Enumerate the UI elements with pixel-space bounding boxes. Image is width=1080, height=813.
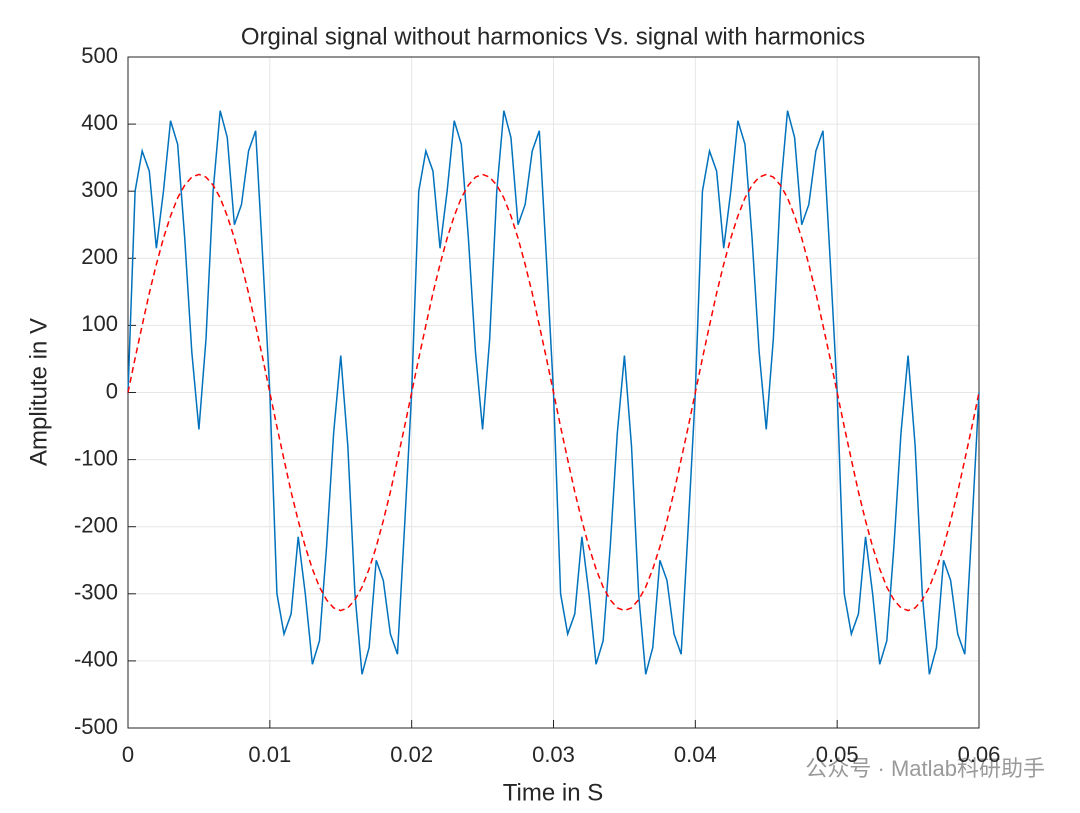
series-line bbox=[127, 173, 980, 612]
y-tick-label: -400 bbox=[74, 647, 118, 672]
y-tick-label: 0 bbox=[106, 378, 118, 403]
x-tick-label: 0.03 bbox=[532, 742, 575, 767]
y-tick-label: 200 bbox=[81, 244, 118, 269]
y-tick-label: 400 bbox=[81, 110, 118, 135]
x-tick-label: 0.05 bbox=[816, 742, 859, 767]
y-tick-label: -200 bbox=[74, 513, 118, 538]
x-tick-label: 0.06 bbox=[958, 742, 1001, 767]
x-tick-label: 0.02 bbox=[390, 742, 433, 767]
y-axis-label: Amplitute in V bbox=[25, 318, 52, 466]
x-axis-label: Time in S bbox=[503, 779, 603, 806]
y-tick-label: 100 bbox=[81, 311, 118, 336]
y-tick-label: -300 bbox=[74, 580, 118, 605]
watermark: 公众号 · Matlab科研助手 bbox=[805, 756, 1045, 781]
y-tick-label: 300 bbox=[81, 177, 118, 202]
chart-title: Orginal signal without harmonics Vs. sig… bbox=[241, 23, 865, 50]
y-tick-label: -100 bbox=[74, 445, 118, 470]
y-tick-label: 500 bbox=[81, 43, 118, 68]
x-tick-label: 0 bbox=[122, 742, 134, 767]
x-tick-label: 0.04 bbox=[674, 742, 717, 767]
x-tick-label: 0.01 bbox=[248, 742, 291, 767]
y-tick-label: -500 bbox=[74, 714, 118, 739]
